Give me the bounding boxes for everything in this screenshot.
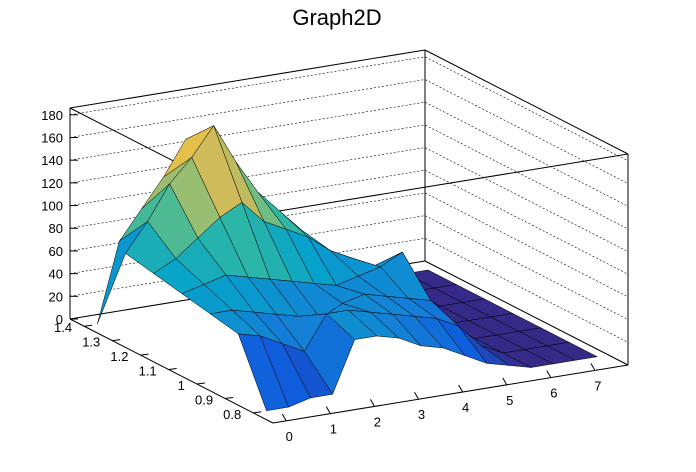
box-edge (424, 49, 629, 155)
x-tick-label: 6 (550, 386, 557, 401)
x-axis (272, 364, 629, 424)
z-tick-label: 160 (41, 130, 63, 145)
z-tick-label: 80 (49, 221, 63, 236)
z-tick-label: 20 (49, 289, 63, 304)
x-tick-label: 7 (594, 378, 601, 393)
y-tick (140, 353, 149, 356)
x-tick (281, 413, 287, 422)
z-tick-label: 140 (41, 153, 63, 168)
y-tick (84, 324, 93, 327)
z-tick-label: 60 (49, 244, 63, 259)
x-tick (325, 406, 331, 414)
z-tick-label: 120 (41, 176, 63, 191)
z-tick-label: 180 (41, 108, 63, 123)
z-tick-label: 0 (56, 312, 63, 327)
y-tick-label: 1.1 (139, 364, 157, 379)
y-tick (196, 382, 205, 385)
y-tick-label: 1.3 (82, 335, 100, 350)
x-tick-label: 4 (462, 400, 469, 415)
x-tick-label: 0 (286, 429, 293, 444)
x-tick (590, 363, 596, 371)
y-tick (253, 411, 262, 414)
x-tick-label: 1 (330, 422, 337, 437)
chart-title: Graph2D (292, 5, 381, 30)
x-tick-label: 3 (418, 407, 425, 422)
x-tick (458, 384, 464, 393)
x-tick (546, 370, 552, 378)
grid-line (69, 56, 629, 162)
y-axis (69, 318, 274, 424)
box-edge (69, 49, 426, 109)
surface-cell (238, 333, 289, 411)
y-tick (168, 368, 177, 371)
y-tick-label: 1 (178, 378, 185, 393)
y-tick-label: 1.4 (54, 320, 72, 335)
x-tick (369, 399, 375, 407)
y-tick (112, 339, 121, 342)
y-tick-label: 1.2 (110, 349, 128, 364)
x-tick (502, 377, 508, 386)
z-tick-label: 40 (49, 267, 63, 282)
x-tick (414, 391, 419, 400)
z-tick-label: 100 (41, 199, 63, 214)
x-tick-label: 5 (506, 393, 513, 408)
y-tick (225, 396, 234, 399)
y-tick-label: 0.9 (195, 392, 213, 407)
x-tick-label: 2 (374, 414, 381, 429)
y-tick-label: 0.8 (223, 407, 241, 422)
